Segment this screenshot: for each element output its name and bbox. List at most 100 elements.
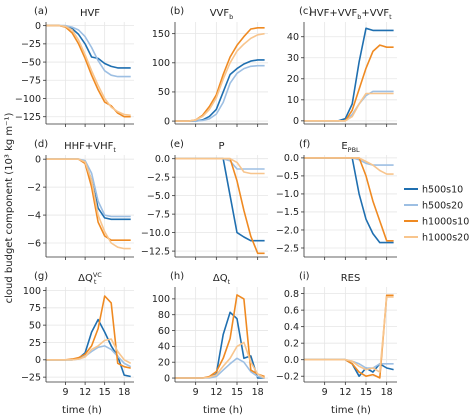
panel-letter: (g)	[34, 271, 48, 282]
panel-title-main: ΔQ	[213, 273, 228, 284]
panel-title: ΔQVC t	[78, 271, 102, 286]
panel-i: 0.8 0.6 0.4 0.2 0.0 −0.2 9 12 15 18 (i) RES	[276, 271, 397, 398]
y-tick-label: 0	[35, 154, 41, 165]
panel-title: P	[218, 141, 224, 152]
x-tick-label: 9	[63, 387, 69, 398]
panel-title-sub: b	[229, 13, 233, 21]
panel-title-sub: t	[113, 146, 116, 154]
series-line-h500s10	[304, 27, 394, 122]
y-tick-label: 100	[152, 58, 170, 69]
panel-title-main: VVF	[210, 8, 230, 19]
panel-f: 0.0 −0.5 −1.0 −1.5 −2.0 −2.5 (f) EPBL	[276, 139, 397, 260]
y-tick-label: 20	[158, 358, 170, 369]
series-line-h500s10	[46, 318, 131, 378]
y-tick-label: −10.0	[141, 228, 170, 239]
series-line-h500s20	[304, 157, 394, 166]
series-line-h1000s10	[175, 294, 265, 379]
y-tick-label: 100	[152, 294, 170, 305]
series-line-h1000s20	[304, 92, 394, 122]
y-tick-label: 0	[35, 21, 41, 32]
y-tick-label: −2.5	[147, 172, 170, 183]
series-line-h1000s20	[175, 341, 265, 379]
y-tick-label: −50	[21, 57, 41, 68]
y-tick-label: 0.0	[284, 153, 299, 164]
y-tick-label: 0.8	[284, 289, 299, 300]
panel-title-sub: PBL	[348, 146, 360, 154]
x-tick-label: 12	[210, 387, 222, 398]
y-tick-label: 40	[287, 32, 299, 43]
panel-title-main: RES	[341, 273, 361, 284]
y-tick-label: −7.5	[147, 209, 170, 220]
panel-e: 0.0 −2.5 −5.0 −7.5 −10.0 −12.5 (e) P	[141, 139, 268, 260]
series-line-h500s10	[175, 157, 265, 242]
xlabel-col-2: time (h)	[203, 405, 243, 416]
y-tick-label: 20	[287, 74, 299, 85]
series-line-h1000s20	[175, 32, 265, 122]
panel-title-main: E	[341, 141, 347, 152]
panel-letter: (f)	[299, 139, 310, 150]
panel-title-main: HVF	[80, 8, 100, 19]
y-tick-label: −2	[27, 182, 41, 193]
panel-title-sub: t	[228, 278, 231, 286]
panel-title-main: P	[218, 141, 224, 152]
legend-label: h1000s10	[422, 217, 469, 228]
panel-letter: (i)	[299, 271, 310, 282]
y-tick-label: 25	[29, 338, 41, 349]
panel-letter: (h)	[170, 271, 184, 282]
legend: h500s10 h500s20 h1000s10 h1000s20	[404, 185, 469, 244]
y-tick-label: 30	[287, 53, 299, 64]
y-tick-label: 0	[35, 355, 41, 366]
panel-h: 0 20 40 60 80 100 9 12 15 18 (h) ΔQt	[152, 271, 268, 398]
panel-title-main: ΔQ	[78, 273, 93, 284]
y-tick-label: 60	[158, 326, 170, 337]
figure-xlabels: time (h) time (h) time (h)	[62, 405, 371, 416]
panel-title-sub: t	[94, 278, 97, 286]
series-line-h1000s20	[46, 158, 131, 250]
xlabel-col-3: time (h)	[331, 405, 371, 416]
y-tick-label: −0.5	[276, 171, 299, 182]
y-tick-label: −2.5	[276, 243, 299, 254]
series-line-h1000s20	[175, 157, 265, 175]
panel-g: 100 75 50 25 0 −25 9 12 15 18 (g) ΔQVC t	[21, 271, 134, 398]
panel-title: HVF	[80, 8, 100, 19]
series-line-h500s20	[175, 64, 265, 122]
y-tick-label: 50	[29, 320, 41, 331]
panel-title-main: HHF+VHF	[64, 141, 114, 152]
panel-title: VVFb	[210, 8, 234, 21]
panel-title: HVF+VVFb+VVFt	[309, 8, 392, 21]
panel-letter: (d)	[34, 139, 48, 150]
y-tick-label: 150	[152, 29, 170, 40]
y-tick-label: 0.0	[284, 355, 299, 366]
y-tick-label: −2.0	[276, 225, 299, 236]
panel-title: EPBL	[341, 141, 360, 154]
y-tick-label: 0	[164, 116, 170, 127]
panel-title: HHF+VHFt	[64, 141, 116, 154]
legend-label: h500s10	[422, 185, 463, 196]
y-tick-label: −4	[27, 210, 41, 221]
x-tick-label: 9	[322, 387, 328, 398]
xlabel-col-1: time (h)	[62, 405, 102, 416]
panel-c: 0 10 20 30 40 (c)HVF+VVFb+VVFt	[287, 6, 397, 127]
panel-title-sub2: t	[389, 13, 392, 21]
series-line-h500s20	[46, 158, 131, 218]
figure-ylabel: cloud budget component (10³ kg m⁻¹)	[4, 113, 15, 304]
y-tick-label: 0.0	[155, 154, 170, 165]
panel-title-main: HVF+VVF	[309, 8, 357, 19]
y-tick-label: 0	[293, 116, 299, 127]
y-tick-label: 50	[158, 87, 170, 98]
panel-title-sup: VC	[93, 271, 102, 279]
series-line-h1000s10	[46, 24, 131, 118]
panel-letter: (a)	[34, 6, 48, 17]
panel-d: 0 −2 −4 −6 (d) HHF+VHFt	[27, 139, 134, 260]
legend-label: h500s20	[422, 201, 463, 212]
panel-title: RES	[341, 273, 361, 284]
series-line-h500s20	[175, 157, 265, 170]
x-tick-label: 15	[360, 387, 372, 398]
x-tick-label: 12	[79, 387, 91, 398]
y-tick-label: 40	[158, 342, 170, 353]
y-tick-label: −25	[21, 39, 41, 50]
y-tick-label: 0.4	[284, 322, 299, 333]
y-tick-label: −25	[21, 372, 41, 383]
